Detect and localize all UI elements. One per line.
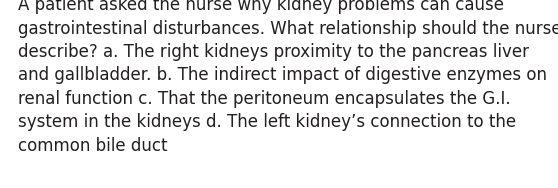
Text: and gallbladder. b. The indirect impact of digestive enzymes on: and gallbladder. b. The indirect impact … bbox=[18, 67, 547, 84]
Text: A patient asked the nurse why kidney problems can cause: A patient asked the nurse why kidney pro… bbox=[18, 0, 504, 14]
Text: gastrointestinal disturbances. What relationship should the nurse: gastrointestinal disturbances. What rela… bbox=[18, 20, 558, 37]
Text: system in the kidneys d. The left kidney’s connection to the: system in the kidneys d. The left kidney… bbox=[18, 114, 516, 131]
Text: describe? a. The right kidneys proximity to the pancreas liver: describe? a. The right kidneys proximity… bbox=[18, 43, 529, 61]
Text: common bile duct: common bile duct bbox=[18, 137, 167, 155]
Text: renal function c. That the peritoneum encapsulates the G.I.: renal function c. That the peritoneum en… bbox=[18, 90, 511, 108]
